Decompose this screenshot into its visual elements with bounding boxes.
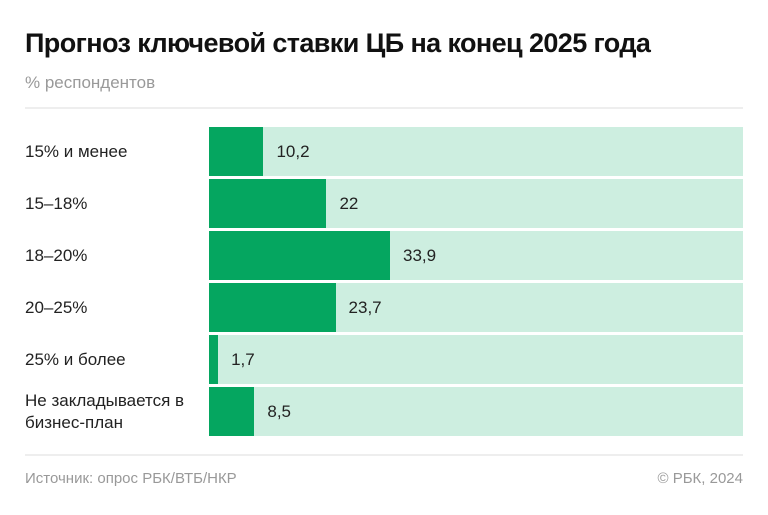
category-label: 25% и более xyxy=(25,349,126,369)
category-label: 15% и менее xyxy=(25,141,128,161)
chart-subtitle: % респондентов xyxy=(25,73,156,92)
bar-track: 33,9 xyxy=(209,231,743,280)
chart-title: Прогноз ключевой ставки ЦБ на конец 2025… xyxy=(25,28,651,58)
bar-track: 22 xyxy=(209,179,743,228)
bar-row: 15–18% 22 xyxy=(25,179,743,228)
bar-track: 23,7 xyxy=(209,283,743,332)
bar xyxy=(209,387,255,436)
bar xyxy=(209,335,219,384)
bar xyxy=(209,231,391,280)
source-note: Источник: опрос РБК/ВТБ/НКР xyxy=(25,470,237,487)
top-divider xyxy=(25,107,743,109)
bar xyxy=(209,283,336,332)
bar-track: 1,7 xyxy=(209,335,743,384)
bar xyxy=(209,127,264,176)
bottom-divider xyxy=(25,454,743,456)
category-label: 20–25% xyxy=(25,297,88,317)
bar xyxy=(209,179,327,228)
category-label: Не закладывается в бизнес-план xyxy=(25,390,185,432)
bar-row: 25% и более 1,7 xyxy=(25,335,743,384)
copyright: © РБК, 2024 xyxy=(657,470,743,487)
category-label: 15–18% xyxy=(25,193,88,213)
category-label: 18–20% xyxy=(25,245,88,265)
value-label: 1,7 xyxy=(231,349,255,369)
value-label: 23,7 xyxy=(348,297,382,317)
value-label: 8,5 xyxy=(267,401,292,421)
bar-row: Не закладывается в бизнес-план 8,5 xyxy=(25,387,743,436)
value-label: 33,9 xyxy=(403,245,437,265)
value-label: 10,2 xyxy=(276,141,310,161)
value-label: 22 xyxy=(339,193,359,213)
bar-row: 15% и менее 10,2 xyxy=(25,127,743,176)
bar-track: 8,5 xyxy=(209,387,743,436)
bar-row: 18–20% 33,9 xyxy=(25,231,743,280)
bar-track: 10,2 xyxy=(209,127,743,176)
bar-row: 20–25% 23,7 xyxy=(25,283,743,332)
